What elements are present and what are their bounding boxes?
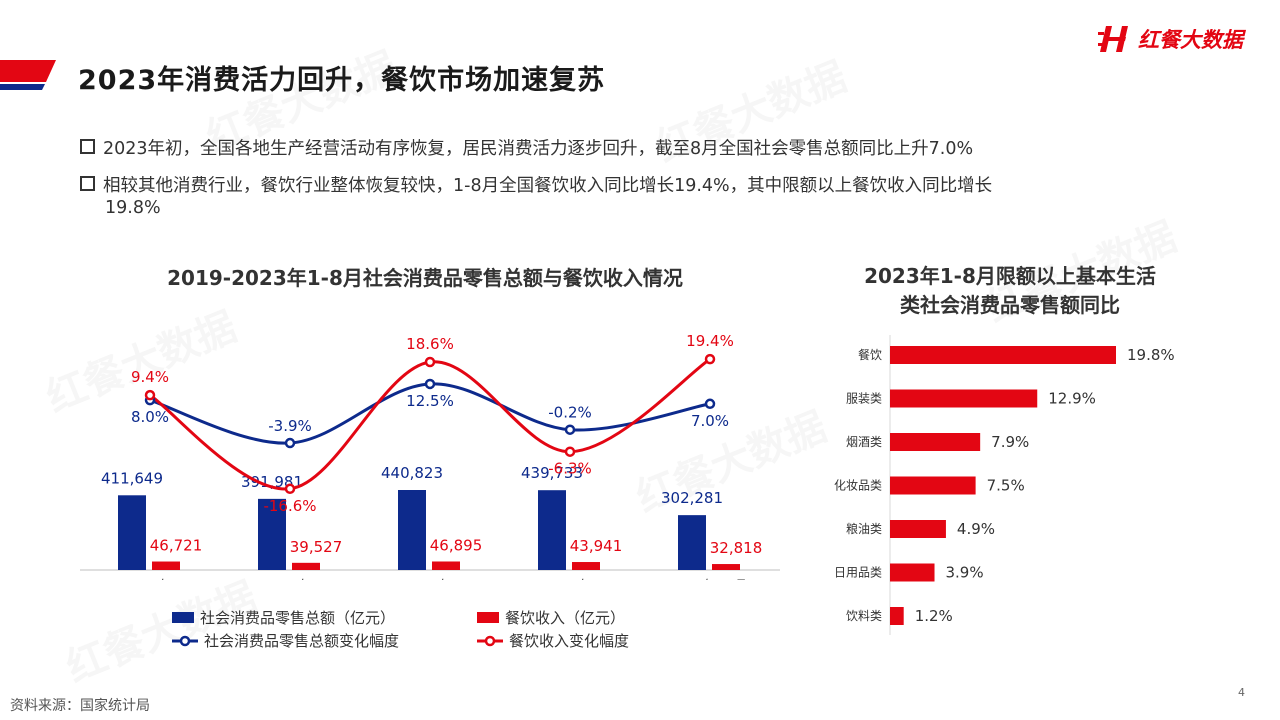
bar-dining-revenue (432, 561, 460, 570)
category-label: 化妆品类 (834, 479, 882, 493)
data-label-dining-change: 19.4% (686, 332, 734, 350)
bar-retail-sales (538, 490, 566, 570)
data-label-retail: 440,823 (381, 464, 443, 482)
bullet-text: 2023年初，全国各地生产经营活动有序恢复，居民消费活力逐步回升，截至8月全国社… (103, 139, 974, 159)
bullet-point: 2023年初，全国各地生产经营活动有序恢复，居民消费活力逐步回升，截至8月全国社… (80, 138, 1210, 160)
bar-category-yoy (890, 607, 904, 625)
data-label-retail-change: 12.5% (406, 392, 454, 410)
source-note: 资料来源：国家统计局 (10, 698, 150, 714)
point-dining-change (284, 483, 296, 495)
bar-dining-revenue (572, 562, 600, 570)
point-retail-change (424, 378, 436, 390)
category-label: 服装类 (846, 392, 882, 406)
bar-category-yoy (890, 389, 1038, 408)
x-tick-label: 2021年 (409, 578, 452, 580)
data-label-yoy: 3.9% (946, 564, 984, 582)
data-label-dining-change: 18.6% (406, 335, 454, 353)
right-chart-title: 2023年1-8月限额以上基本生活 类社会消费品零售额同比 (840, 262, 1180, 320)
page-title: 2023年消费活力回升，餐饮市场加速复苏 (78, 65, 606, 96)
point-retail-change (284, 437, 296, 449)
legend-line-red-icon (477, 635, 503, 646)
data-label-yoy: 7.9% (991, 433, 1029, 451)
bar-category-yoy (890, 433, 981, 451)
category-label: 餐饮 (858, 347, 882, 362)
data-label-dining: 43,941 (570, 537, 623, 555)
checkbox-bullet-icon (80, 139, 95, 154)
data-label-retail-change: -3.9% (268, 417, 312, 435)
data-label-yoy: 19.8% (1127, 346, 1175, 364)
point-dining-change (704, 353, 716, 365)
data-label-retail: 439,733 (521, 464, 583, 482)
page-number: 4 (1238, 686, 1245, 699)
data-label-retail-change: -0.2% (548, 404, 592, 422)
data-label-dining: 46,721 (150, 537, 203, 555)
legend-label: 餐饮收入（亿元） (505, 609, 626, 627)
bullet-text-continuation: 19.8% (105, 198, 161, 218)
data-label-retail: 411,649 (101, 469, 163, 487)
combo-chart: 411,64946,7212019年391,98139,5272020年440,… (80, 332, 780, 580)
data-label-yoy: 1.2% (915, 607, 953, 625)
point-dining-change (564, 446, 576, 457)
data-label-dining-change: -6.3% (548, 460, 592, 478)
bar-dining-revenue (292, 562, 320, 570)
data-label-retail-change: 8.0% (131, 408, 169, 426)
right-chart-title-line: 类社会消费品零售额同比 (900, 293, 1120, 317)
data-label-dining-change: 9.4% (131, 368, 169, 386)
logo-h-icon (1098, 26, 1128, 52)
data-label-retail: 302,281 (661, 489, 723, 507)
data-label-dining: 32,818 (710, 539, 763, 557)
logo-text: 红餐大数据 (1138, 28, 1243, 52)
bar-category-yoy (890, 476, 976, 495)
point-retail-change (564, 424, 576, 435)
bar-retail-sales (258, 498, 286, 570)
brand-logo: 红餐大数据 (1098, 24, 1243, 54)
bar-dining-revenue (152, 561, 180, 570)
category-label: 日用品类 (834, 566, 882, 580)
point-dining-change (144, 389, 156, 401)
data-label-dining: 39,527 (290, 538, 343, 556)
horizontal-bar-chart: 餐饮 19.8% 服装类 12.9% 烟酒类 7.9% 化妆品类 7.5% 粮油类 4.9% 日用品… (834, 335, 1175, 635)
data-label-dining-change: -16.6% (263, 497, 316, 515)
point-retail-change (704, 398, 716, 410)
point-dining-change (424, 356, 436, 368)
legend-item: 社会消费品零售总额（亿元） (172, 607, 395, 628)
bar-retail-sales (678, 515, 706, 570)
legend-item: 餐饮收入（亿元） (477, 607, 625, 628)
legend-item: 社会消费品零售总额变化幅度 (172, 630, 399, 651)
bar-dining-revenue (712, 564, 740, 570)
category-label: 粮油类 (846, 521, 882, 536)
watermark: 红餐大数据 (60, 573, 263, 692)
data-label-yoy: 12.9% (1048, 390, 1096, 408)
bar-category-yoy (890, 563, 935, 582)
legend-label: 社会消费品零售总额（亿元） (200, 609, 396, 627)
x-tick-label: 2019年 (129, 578, 172, 580)
legend-line-navy-icon (172, 635, 198, 646)
bullet-text: 相较其他消费行业，餐饮行业整体恢复较快，1-8月全国餐饮收入同比增长19.4%，… (103, 176, 993, 196)
right-chart-title-line: 2023年1-8月限额以上基本生活 (864, 264, 1156, 288)
legend-swatch-navy (172, 612, 194, 623)
data-label-yoy: 7.5% (987, 477, 1025, 495)
legend-item: 餐饮收入变化幅度 (477, 630, 629, 651)
checkbox-bullet-icon (80, 176, 95, 191)
x-tick-label: 2020年 (269, 578, 312, 580)
legend-label: 社会消费品零售总额变化幅度 (204, 632, 400, 650)
bar-category-yoy (890, 346, 1116, 364)
left-chart-title: 2019-2023年1-8月社会消费品零售总额与餐饮收入情况 (167, 266, 683, 290)
x-tick-label: 2022年 (549, 578, 592, 580)
header-accent-bar (0, 60, 56, 90)
data-label-dining: 46,895 (430, 536, 483, 554)
legend-swatch-red (477, 612, 499, 623)
legend-label: 餐饮收入变化幅度 (509, 632, 630, 650)
bar-category-yoy (890, 520, 946, 538)
category-label: 烟酒类 (846, 435, 882, 449)
data-label-retail-change: 7.0% (691, 412, 729, 430)
bar-retail-sales (398, 490, 426, 570)
bar-retail-sales (118, 495, 146, 570)
category-label: 饮料类 (846, 609, 882, 623)
bullet-point: 相较其他消费行业，餐饮行业整体恢复较快，1-8月全国餐饮收入同比增长19.4%，… (80, 175, 1210, 219)
data-label-yoy: 4.9% (957, 520, 995, 538)
x-tick-label: 2023年1-8月 (673, 578, 747, 580)
